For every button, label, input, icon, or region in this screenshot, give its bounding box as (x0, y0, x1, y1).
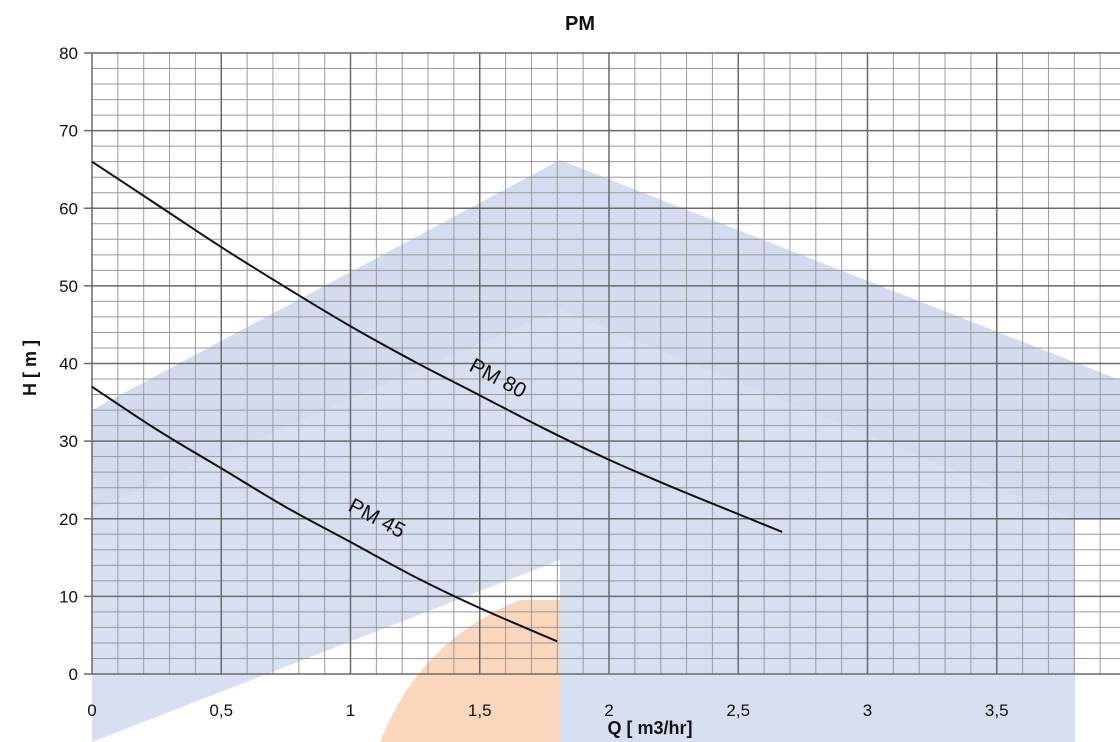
x-tick-label: 2 (604, 701, 613, 720)
y-tick-label: 10 (59, 587, 78, 606)
x-axis-label: Q [ m3/hr] (607, 718, 692, 738)
watermark (92, 160, 1120, 742)
pm80-curve (91, 160, 783, 533)
grid (84, 52, 1120, 675)
y-tick-label: 80 (59, 44, 78, 63)
y-tick-label: 50 (59, 277, 78, 296)
y-tick-label: 40 (59, 355, 78, 374)
y-tick-label: 60 (59, 199, 78, 218)
y-tick-label: 70 (59, 122, 78, 141)
x-tick-label: 0 (87, 701, 96, 720)
x-tick-label: 0,5 (209, 701, 233, 720)
y-tick-label: 30 (59, 432, 78, 451)
x-tick-label: 1,5 (468, 701, 492, 720)
x-tick-label: 3 (863, 701, 872, 720)
x-tick-label: 1 (346, 701, 355, 720)
pm45-curve (91, 385, 558, 643)
curves (91, 160, 783, 643)
x-tick-label: 3,5 (985, 701, 1009, 720)
chart-title: PM (565, 13, 595, 35)
x-tick-label: 2,5 (726, 701, 750, 720)
y-tick-label: 20 (59, 510, 78, 529)
y-tick-label: 0 (69, 665, 78, 684)
y-axis-label: H [ m ] (20, 340, 40, 396)
watermark-orange (380, 600, 560, 742)
tick-labels: 00,511,522,533,5401020304050607080 (59, 44, 1009, 720)
